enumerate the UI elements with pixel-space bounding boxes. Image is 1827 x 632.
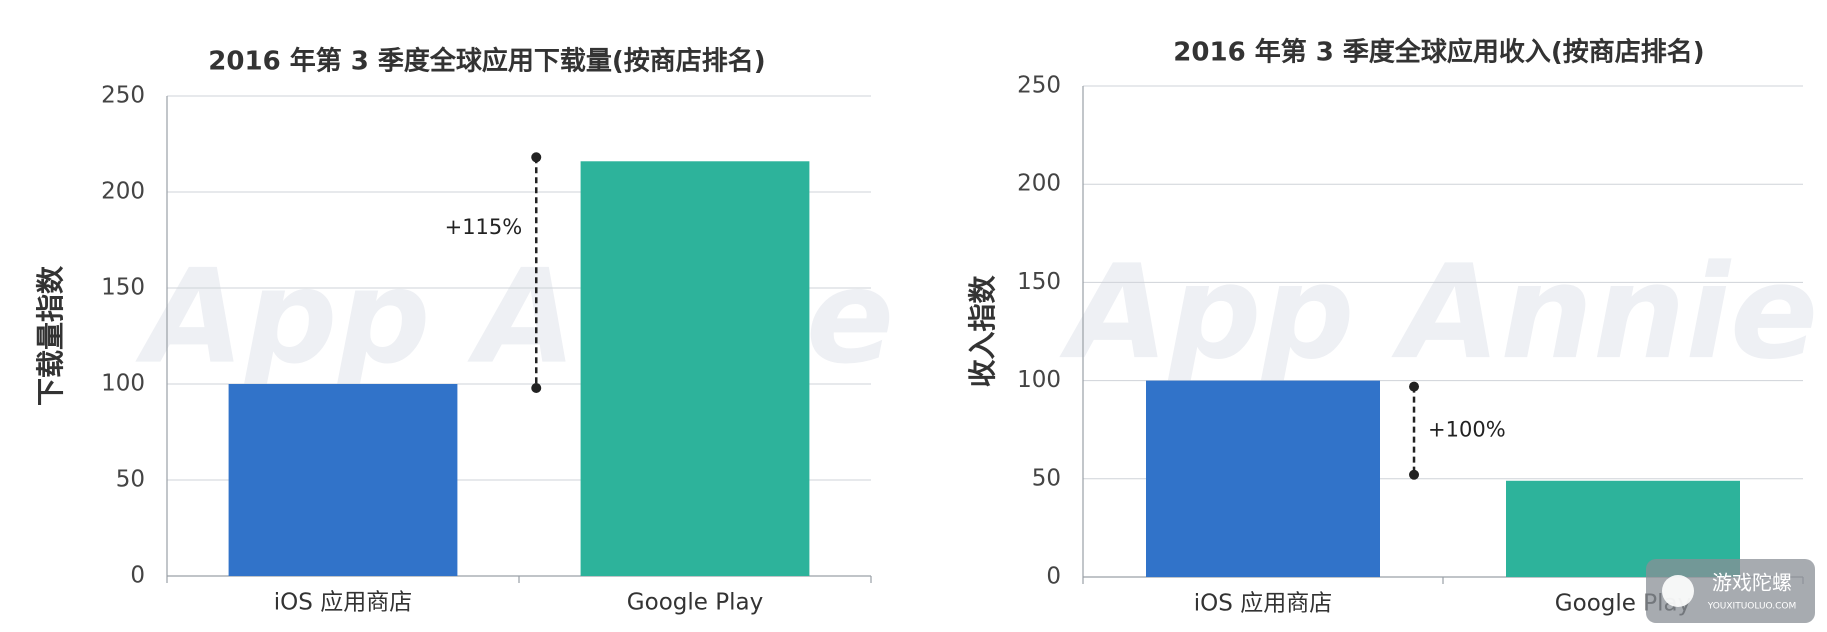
logo-name: 游戏陀螺 bbox=[1712, 571, 1792, 595]
logo: 游戏陀螺 YOUXITUOLUO.COM bbox=[1646, 559, 1815, 623]
x-tick-label: iOS 应用商店 bbox=[274, 590, 412, 616]
y-tick-label: 50 bbox=[116, 467, 145, 493]
bar bbox=[228, 384, 458, 576]
y-tick-label: 0 bbox=[1046, 564, 1061, 590]
logo-box bbox=[1646, 559, 1815, 623]
annotation-dot bbox=[531, 152, 542, 163]
chart-title: 2016 年第 3 季度全球应用收入(按商店排名) bbox=[1173, 37, 1704, 68]
annotation-dot bbox=[531, 383, 542, 393]
y-tick-label: 50 bbox=[1032, 465, 1061, 491]
y-tick-label: 0 bbox=[130, 563, 145, 589]
y-tick-label: 250 bbox=[101, 83, 145, 109]
y-tick-label: 200 bbox=[101, 179, 145, 205]
y-tick-label: 100 bbox=[1017, 367, 1061, 393]
bar bbox=[580, 161, 810, 576]
y-tick-label: 200 bbox=[1017, 171, 1061, 197]
logo-icon bbox=[1662, 575, 1694, 607]
x-tick-label: iOS 应用商店 bbox=[1194, 591, 1332, 617]
watermark: App Annie bbox=[1059, 236, 1818, 388]
annotation-text: +100% bbox=[1428, 418, 1506, 442]
annotation-dot bbox=[1409, 381, 1420, 392]
y-axis-label: 下载量指数 bbox=[34, 265, 67, 406]
x-tick-label: Google Play bbox=[627, 590, 763, 616]
annotation-text: +115% bbox=[445, 215, 523, 239]
y-tick-label: 250 bbox=[1017, 73, 1061, 99]
y-tick-label: 100 bbox=[101, 371, 145, 397]
bar bbox=[1146, 380, 1380, 577]
chart-title: 2016 年第 3 季度全球应用下载量(按商店排名) bbox=[208, 46, 765, 77]
y-tick-label: 150 bbox=[1017, 269, 1061, 295]
y-tick-label: 150 bbox=[101, 275, 145, 301]
y-axis-label: 收入指数 bbox=[966, 275, 999, 388]
annotation-dot bbox=[1409, 469, 1420, 480]
logo-url: YOUXITUOLUO.COM bbox=[1707, 602, 1797, 612]
